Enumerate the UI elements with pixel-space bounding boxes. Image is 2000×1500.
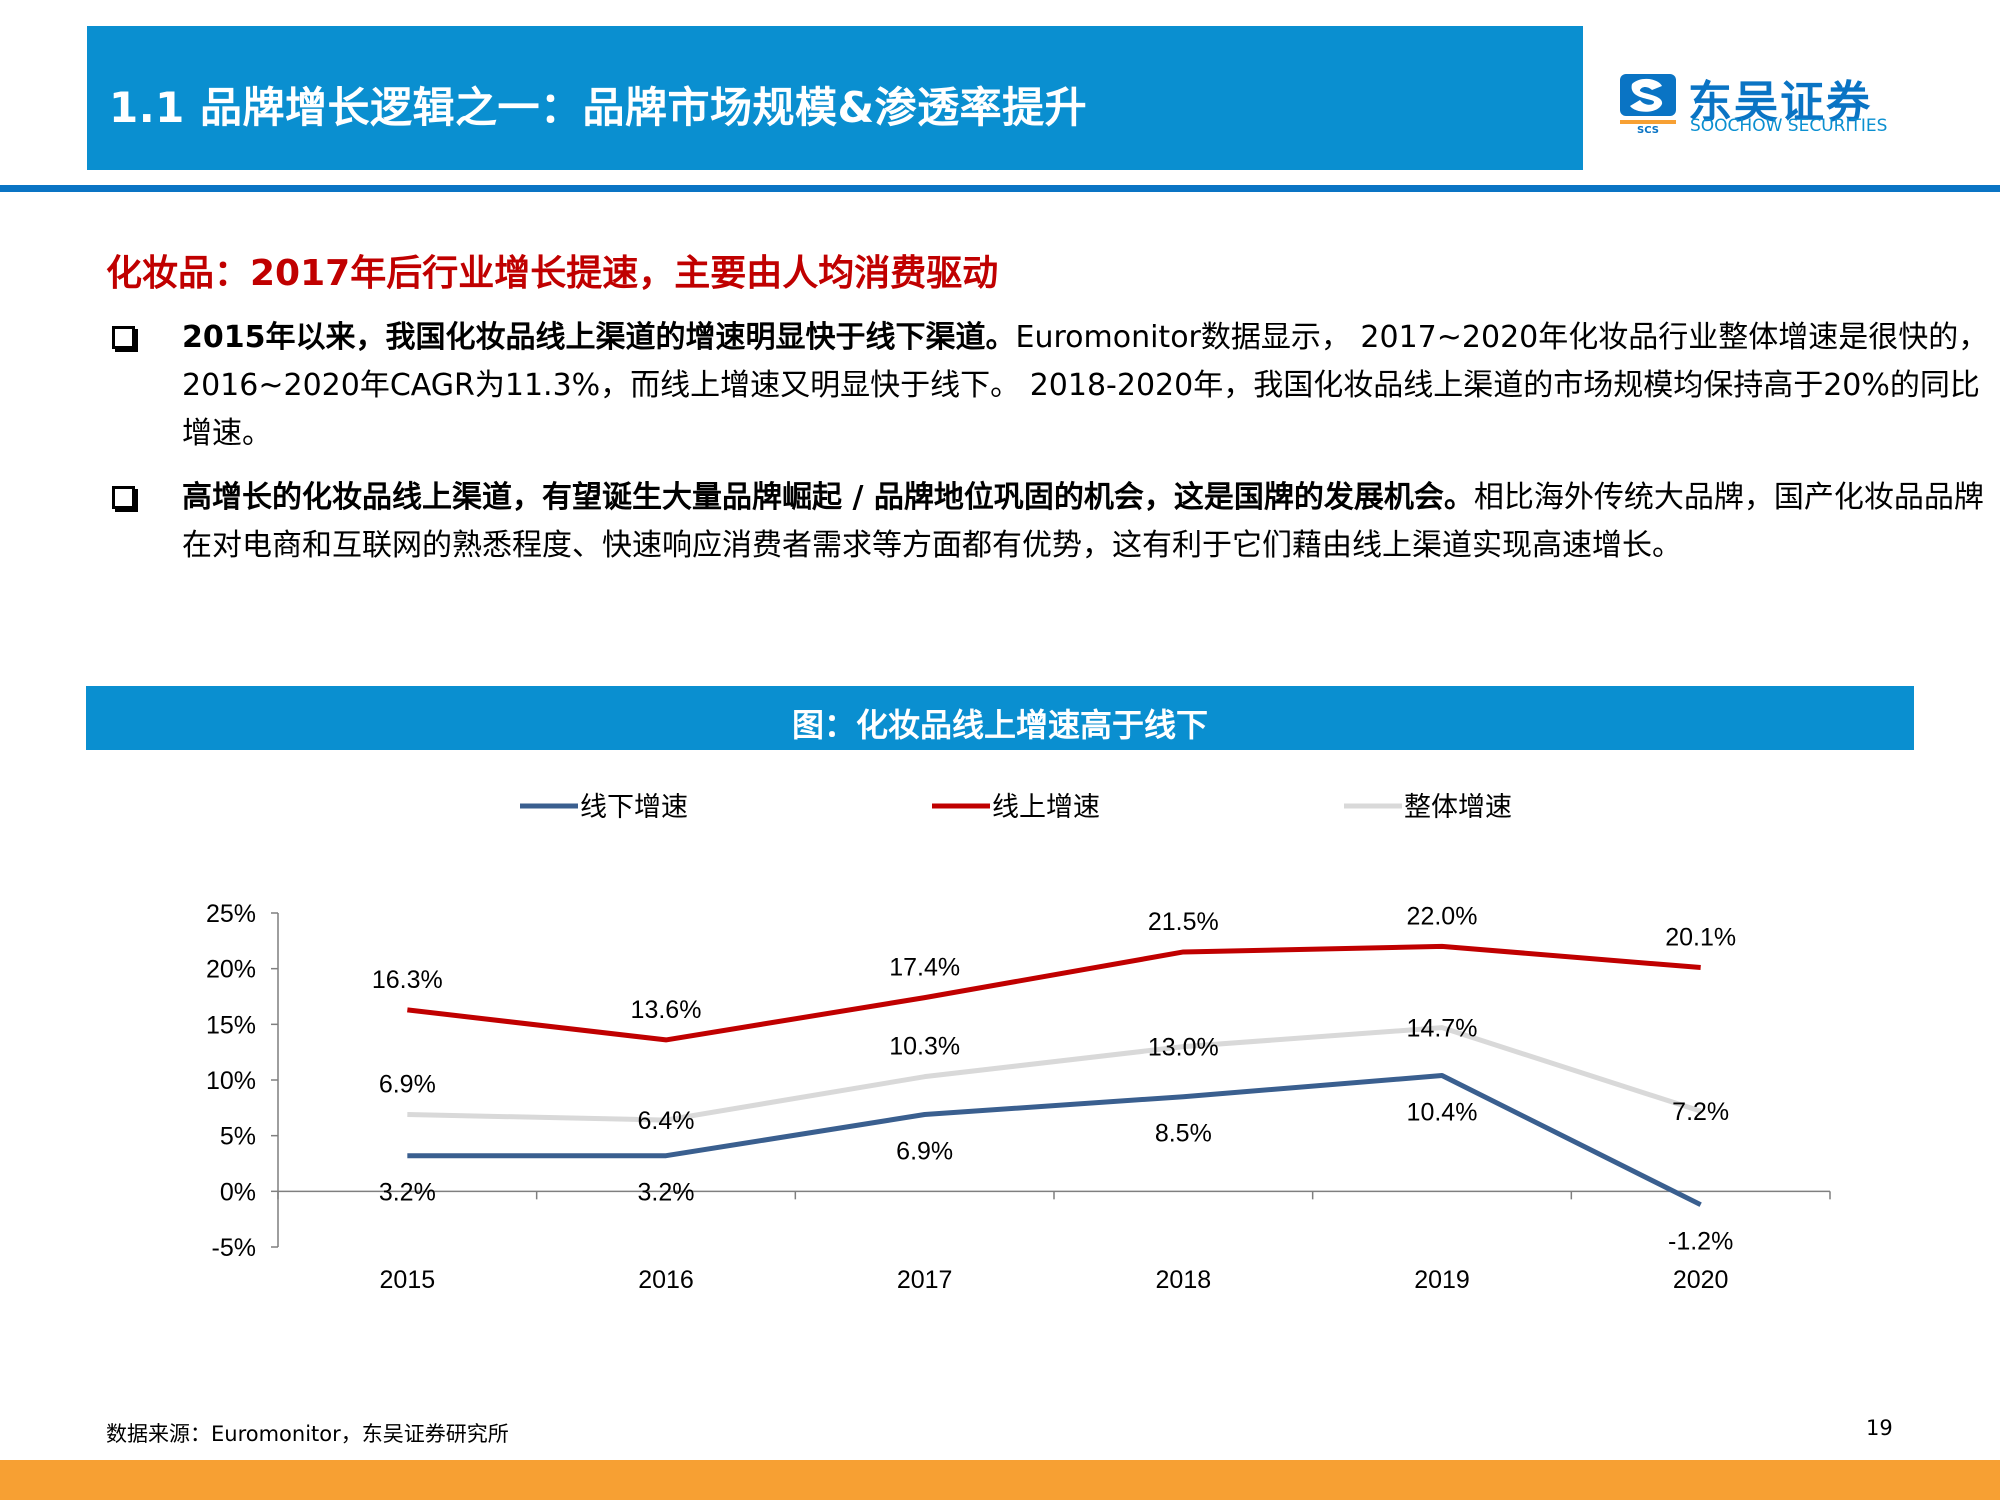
x-tick-label: 2015 [380, 1266, 436, 1294]
x-tick-label: 2020 [1673, 1266, 1729, 1294]
page-title: 1.1 品牌增长逻辑之一：品牌市场规模&渗透率提升 [109, 83, 1088, 132]
bullet-rest-text: Euromonitor数据显示， 2017~2020年化妆品行业整体增速是很快的… [182, 320, 1989, 451]
bullet-bold-text: 高增长的化妆品线上渠道，有望诞生大量品牌崛起 / 品牌地位巩固的机会，这是国牌的… [182, 480, 1474, 515]
data-label: 21.5% [1148, 908, 1219, 936]
data-label: 22.0% [1407, 902, 1478, 930]
data-label: 3.2% [379, 1179, 436, 1207]
chart-caption: 图：化妆品线上增速高于线下 [791, 706, 1208, 744]
data-label: 13.6% [631, 996, 702, 1024]
data-label: 6.9% [896, 1138, 953, 1166]
data-label: 20.1% [1665, 924, 1736, 952]
bullet-rest-text: 相比海外传统大品牌，国产化妆品品牌在对电商和互联网的熟悉程度、快速响应消费者需求… [182, 480, 1984, 563]
y-tick-label: 25% [206, 900, 256, 928]
svg-text:SCS: SCS [1637, 125, 1659, 134]
footer-bar [0, 1460, 2000, 1500]
data-label: 14.7% [1407, 1015, 1478, 1043]
growth-line-chart: 25% 20% 15% 10% 5% 0% -5% 2015 2016 2017 2018 2019 2… [206, 792, 1831, 1294]
y-tick-label: 5% [220, 1123, 256, 1151]
y-tick-label: 15% [206, 1011, 256, 1039]
x-tick-label: 2019 [1414, 1266, 1470, 1294]
checkbox-bullet-icon [112, 326, 135, 349]
y-tick-label: 20% [206, 956, 256, 984]
logo-name-en: SOOCHOW SECURITIES [1690, 116, 1888, 136]
data-label: 6.9% [379, 1071, 436, 1099]
series-line [407, 943, 1701, 1043]
bullet-bold-text: 2015年以来，我国化妆品线上渠道的增速明显快于线下渠道。 [182, 320, 1016, 355]
series-line [407, 1073, 1702, 1207]
y-tick-label: -5% [212, 1234, 256, 1262]
data-label: 16.3% [372, 966, 443, 994]
legend-label: 整体增速 [1404, 792, 1512, 822]
data-label: 13.0% [1148, 1034, 1219, 1062]
data-label: 3.2% [638, 1179, 695, 1207]
source-note: 数据来源：Euromonitor，东吴证券研究所 [106, 1422, 509, 1446]
data-label: 17.4% [889, 954, 960, 982]
header-divider [0, 185, 2000, 192]
company-logo: SCS 东吴证券 SOOCHOW SECURITIES [1618, 66, 1898, 140]
section-subtitle: 化妆品：2017年后行业增长提速，主要由人均消费驱动 [106, 253, 999, 294]
data-label: 8.5% [1155, 1120, 1212, 1148]
x-tick-label: 2016 [638, 1266, 694, 1294]
bullet-text: 2015年以来，我国化妆品线上渠道的增速明显快于线下渠道。Euromonitor… [182, 314, 2000, 458]
checkbox-bullet-icon [112, 486, 135, 509]
series-line [407, 1025, 1702, 1123]
legend-label: 线上增速 [992, 792, 1100, 822]
data-label: -1.2% [1668, 1228, 1733, 1256]
x-tick-label: 2018 [1156, 1266, 1212, 1294]
page-number: 19 [1866, 1416, 1893, 1440]
data-label: 10.4% [1407, 1099, 1478, 1127]
title-bar: 1.1 品牌增长逻辑之一：品牌市场规模&渗透率提升 [87, 26, 1583, 170]
y-tick-label: 10% [206, 1067, 256, 1095]
data-label: 10.3% [889, 1033, 960, 1061]
logo-name-cn: 东吴证券 [1688, 77, 1872, 128]
chart-caption-bar: 图：化妆品线上增速高于线下 [86, 686, 1914, 750]
data-label: 7.2% [1672, 1098, 1729, 1126]
bullet-text: 高增长的化妆品线上渠道，有望诞生大量品牌崛起 / 品牌地位巩固的机会，这是国牌的… [182, 474, 2000, 570]
y-tick-label: 0% [220, 1178, 256, 1206]
legend-label: 线下增速 [580, 792, 688, 822]
soochow-logo-icon: SCS [1620, 74, 1676, 134]
data-label: 6.4% [638, 1107, 695, 1135]
x-tick-label: 2017 [897, 1266, 953, 1294]
